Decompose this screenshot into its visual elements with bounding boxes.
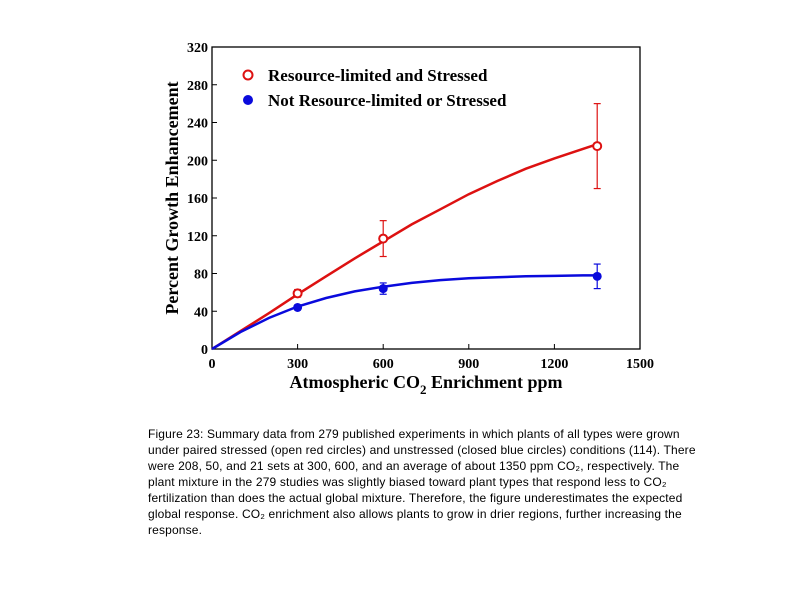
data-point-unstressed	[378, 284, 388, 294]
fit-curve-series-0	[211, 143, 598, 351]
legend-marker-stressed	[242, 69, 254, 81]
data-point-stressed	[378, 233, 389, 244]
x-axis-title-rest: Enrichment ppm	[426, 372, 562, 392]
data-point-unstressed	[293, 302, 303, 312]
growth-enhancement-chart: 0 300 600 900 1200 1500 0 40 80 120 160 200 240 280 32…	[162, 41, 654, 397]
y-tick-label: 40	[194, 305, 208, 320]
data-point-unstressed	[592, 271, 602, 281]
x-tick-label: 1500	[626, 357, 654, 372]
y-tick-label: 160	[187, 192, 208, 207]
fit-curves	[211, 143, 598, 351]
x-tick-label: 900	[458, 357, 479, 372]
x-tick-label: 1200	[540, 357, 568, 372]
data-points	[292, 103, 603, 312]
y-tick-label: 200	[187, 154, 208, 169]
legend-label-stressed: Resource-limited and Stressed	[268, 66, 488, 85]
x-axis-title-subscript: 2	[420, 382, 427, 397]
legend: Resource-limited and Stressed Not Resour…	[242, 66, 507, 110]
y-tick-label: 240	[187, 117, 208, 132]
figure-caption: Figure 23: Summary data from 279 publish…	[148, 427, 696, 537]
y-tick-label: 120	[187, 230, 208, 245]
data-point-stressed	[592, 141, 603, 152]
x-tick-label: 0	[209, 357, 216, 372]
y-tick-label: 0	[201, 343, 208, 358]
y-axis-title: Percent Growth Enhancement	[162, 81, 182, 314]
x-axis-title: Atmospheric CO2 Enrichment ppm	[290, 372, 563, 397]
x-axis-title-main: Atmospheric CO	[290, 372, 420, 392]
y-tick-label: 80	[194, 268, 208, 283]
data-point-stressed	[292, 288, 303, 299]
legend-marker-unstressed	[243, 95, 253, 105]
x-tick-label: 600	[373, 357, 394, 372]
legend-label-unstressed: Not Resource-limited or Stressed	[268, 91, 507, 110]
y-tick-label: 320	[187, 41, 208, 56]
axis-ticks: 0 300 600 900 1200 1500 0 40 80 120 160 200 240 280 32…	[187, 41, 654, 372]
x-tick-label: 300	[287, 357, 308, 372]
y-tick-label: 280	[187, 79, 208, 94]
fit-curve-series-1	[211, 274, 598, 351]
